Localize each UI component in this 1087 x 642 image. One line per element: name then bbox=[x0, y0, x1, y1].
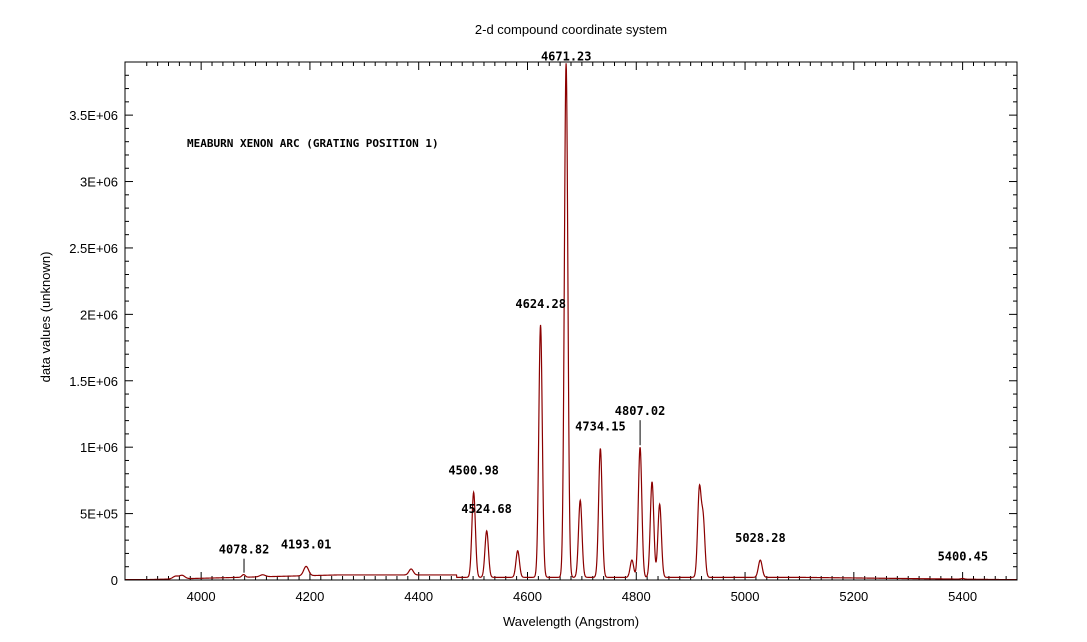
x-axis-ticks: 4000 4200 4400 4600 4800 5000 5200 5400 bbox=[146, 62, 1018, 604]
line-label: 5028.28 bbox=[735, 531, 786, 545]
y-tick-label: 2E+06 bbox=[80, 307, 118, 322]
y-tick-label: 3.5E+06 bbox=[69, 108, 118, 123]
x-tick-label: 4600 bbox=[513, 589, 542, 604]
line-label: 4193.01 bbox=[281, 537, 332, 551]
y-tick-label: 1.5E+06 bbox=[69, 374, 118, 389]
x-tick-label: 5200 bbox=[839, 589, 868, 604]
y-axis-ticks: 0 5E+05 1E+06 1.5E+06 2E+06 2.5E+06 3E+06 3.5E+… bbox=[69, 61, 1017, 588]
x-tick-label: 4000 bbox=[187, 589, 216, 604]
y-tick-label: 3E+06 bbox=[80, 175, 118, 190]
line-label: 4524.68 bbox=[461, 502, 512, 516]
line-label: 4078.82 bbox=[219, 543, 270, 557]
line-label: 4624.28 bbox=[515, 297, 566, 311]
line-label: 4807.02 bbox=[615, 404, 666, 418]
y-tick-label: 1E+06 bbox=[80, 440, 118, 455]
line-labels: 4078.82 4193.01 4500.98 4524.68 4624.28 4671.… bbox=[219, 50, 988, 573]
x-tick-label: 4200 bbox=[295, 589, 324, 604]
x-axis-label: Wavelength (Angstrom) bbox=[503, 614, 639, 629]
y-tick-label: 5E+05 bbox=[80, 507, 118, 522]
y-tick-label: 0 bbox=[111, 573, 118, 588]
line-label: 4671.23 bbox=[541, 50, 592, 64]
plot-frame bbox=[124, 61, 1018, 581]
y-axis-label: data values (unknown) bbox=[38, 252, 53, 383]
x-tick-label: 5400 bbox=[948, 589, 977, 604]
spectrum-line bbox=[125, 63, 1017, 581]
x-tick-label: 4400 bbox=[404, 589, 433, 604]
line-label: 5400.45 bbox=[938, 549, 989, 563]
chart-title: 2-d compound coordinate system bbox=[475, 22, 667, 37]
line-label: 4500.98 bbox=[448, 463, 499, 477]
y-tick-label: 2.5E+06 bbox=[69, 241, 118, 256]
line-label: 4734.15 bbox=[575, 420, 626, 434]
x-tick-label: 4800 bbox=[622, 589, 651, 604]
plot-annotation: MEABURN XENON ARC (GRATING POSITION 1) bbox=[187, 137, 439, 150]
x-tick-label: 5000 bbox=[731, 589, 760, 604]
